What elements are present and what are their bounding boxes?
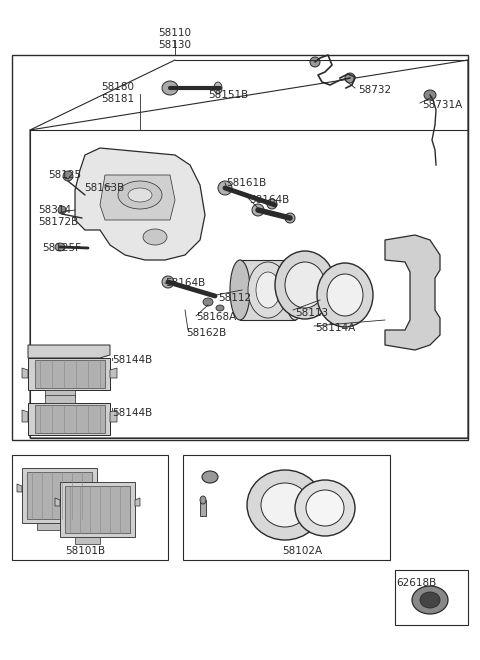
Text: 58162B: 58162B (186, 328, 226, 338)
Polygon shape (385, 235, 440, 350)
Text: 62618B: 62618B (396, 578, 436, 588)
Ellipse shape (285, 260, 305, 320)
Polygon shape (35, 405, 105, 433)
Ellipse shape (317, 263, 373, 327)
Ellipse shape (63, 171, 73, 181)
Ellipse shape (252, 204, 264, 216)
Text: 58130: 58130 (158, 40, 192, 50)
Polygon shape (45, 395, 75, 403)
Ellipse shape (143, 229, 167, 245)
Text: 58125F: 58125F (42, 243, 81, 253)
Text: 58101B: 58101B (65, 546, 105, 556)
Polygon shape (135, 498, 140, 506)
Ellipse shape (128, 188, 152, 202)
Ellipse shape (55, 243, 65, 251)
Ellipse shape (412, 586, 448, 614)
Polygon shape (28, 403, 110, 435)
Polygon shape (200, 500, 206, 516)
Polygon shape (55, 498, 60, 506)
Text: 58164B: 58164B (249, 195, 289, 205)
Polygon shape (97, 484, 102, 492)
Text: 58168A: 58168A (196, 312, 236, 322)
Text: 58125: 58125 (48, 170, 81, 180)
Ellipse shape (202, 471, 218, 483)
Bar (12, 455, 168, 560)
Text: 58161B: 58161B (226, 178, 266, 188)
Ellipse shape (424, 90, 436, 100)
Ellipse shape (295, 480, 355, 536)
Ellipse shape (306, 490, 344, 526)
Bar (183, 455, 390, 560)
Text: 58151B: 58151B (208, 90, 248, 100)
Polygon shape (75, 148, 205, 260)
Ellipse shape (420, 592, 440, 608)
Ellipse shape (118, 181, 162, 209)
Ellipse shape (275, 251, 335, 319)
Text: 58180: 58180 (101, 82, 134, 92)
Ellipse shape (345, 73, 355, 83)
Ellipse shape (200, 496, 206, 504)
Polygon shape (27, 472, 92, 519)
Ellipse shape (214, 82, 222, 94)
Ellipse shape (162, 276, 174, 288)
Polygon shape (60, 482, 135, 537)
Text: 58731A: 58731A (422, 100, 462, 110)
Ellipse shape (285, 213, 295, 223)
Polygon shape (110, 410, 117, 422)
Ellipse shape (261, 483, 309, 527)
Text: 58172B: 58172B (38, 217, 78, 227)
Polygon shape (37, 523, 62, 530)
Text: 58112: 58112 (218, 293, 251, 303)
Ellipse shape (162, 81, 178, 95)
Polygon shape (240, 260, 295, 320)
Ellipse shape (58, 206, 66, 214)
Text: 58314: 58314 (38, 205, 71, 215)
Polygon shape (22, 410, 28, 422)
Ellipse shape (248, 262, 288, 318)
Ellipse shape (267, 199, 277, 209)
Text: 58114A: 58114A (315, 323, 355, 333)
Polygon shape (22, 368, 28, 378)
Ellipse shape (247, 470, 323, 540)
Ellipse shape (203, 298, 213, 306)
Text: 58110: 58110 (158, 28, 192, 38)
Ellipse shape (230, 260, 250, 320)
Text: 58181: 58181 (101, 94, 134, 104)
Text: 58144B: 58144B (112, 408, 152, 418)
Text: 58164B: 58164B (165, 278, 205, 288)
Polygon shape (22, 468, 97, 523)
Text: 58144B: 58144B (112, 355, 152, 365)
Bar (395, 570, 468, 625)
Text: 58113: 58113 (295, 308, 328, 318)
Ellipse shape (256, 272, 280, 308)
Text: 58732: 58732 (358, 85, 391, 95)
Bar (30, 130, 468, 438)
Polygon shape (110, 368, 117, 378)
Polygon shape (17, 484, 22, 492)
Text: 58163B: 58163B (84, 183, 124, 193)
Polygon shape (75, 537, 100, 544)
Ellipse shape (216, 305, 224, 311)
Polygon shape (45, 390, 75, 397)
Ellipse shape (310, 57, 320, 67)
Polygon shape (65, 486, 130, 533)
Polygon shape (28, 358, 110, 390)
Polygon shape (28, 345, 110, 358)
Ellipse shape (285, 262, 325, 308)
Text: 58102A: 58102A (282, 546, 322, 556)
Polygon shape (100, 175, 175, 220)
Bar (12, 55, 468, 440)
Ellipse shape (327, 274, 363, 316)
Ellipse shape (218, 181, 232, 195)
Polygon shape (35, 360, 105, 388)
